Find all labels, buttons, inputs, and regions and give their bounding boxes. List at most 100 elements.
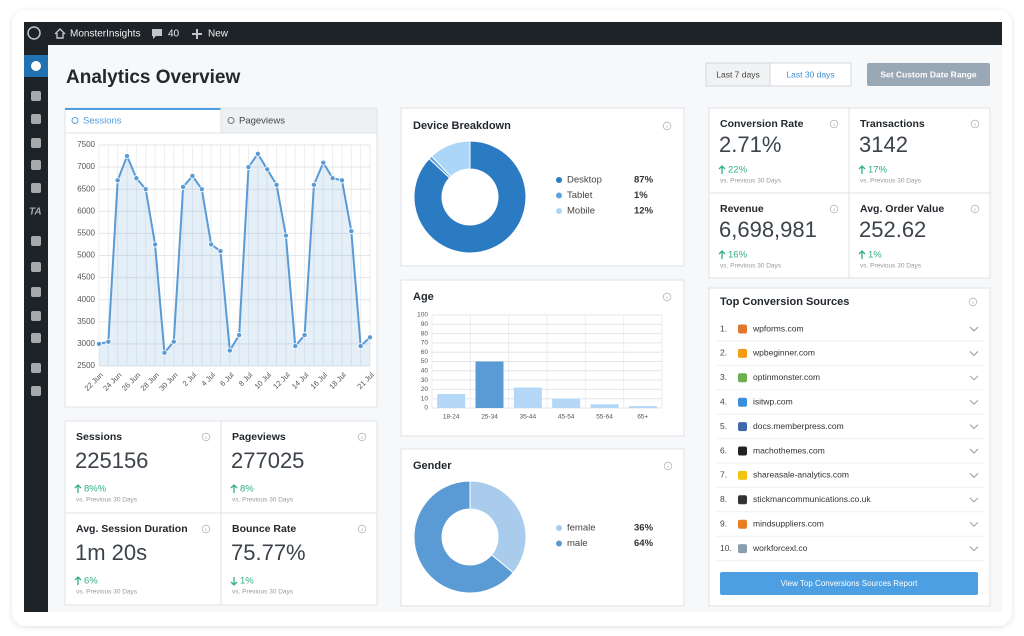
tab-label[interactable]: Pageviews <box>239 116 285 127</box>
row-rank: 10. <box>720 543 732 553</box>
menu-icon[interactable] <box>31 160 41 170</box>
tab-label[interactable]: Sessions <box>83 116 122 127</box>
menu-icon[interactable] <box>31 91 41 101</box>
menu-icon[interactable] <box>31 386 41 396</box>
row-rank: 7. <box>720 470 727 480</box>
menu-icon[interactable] <box>31 236 41 246</box>
menu-ta[interactable]: TA <box>29 207 42 218</box>
menu-icon[interactable] <box>31 287 41 297</box>
source-row[interactable]: 8. stickmancommunications.co.uk <box>716 494 984 513</box>
legend-swatch <box>556 540 562 547</box>
row-domain: stickmancommunications.co.uk <box>753 494 871 504</box>
info-icon <box>201 524 211 534</box>
menu-icon[interactable] <box>31 262 41 272</box>
row-domain: optinmonster.com <box>753 372 820 382</box>
y-tick-label: 60 <box>421 349 429 356</box>
kpi-note: vs. Previous 30 Days <box>232 589 294 596</box>
button-label[interactable]: View Top Conversions Sources Report <box>781 579 918 588</box>
point <box>152 241 159 248</box>
kpi-label: Avg. Order Value <box>860 203 944 215</box>
y-tick-label: 40 <box>421 368 429 375</box>
row-domain: wpforms.com <box>752 323 804 333</box>
row-rank: 8. <box>720 494 727 504</box>
kpi-value: 75.77% <box>231 540 306 565</box>
wp-logo[interactable] <box>27 26 41 40</box>
sources-report-button[interactable]: View Top Conversions Sources Report <box>720 572 978 595</box>
source-row[interactable]: 5. docs.memberpress.com <box>716 421 984 440</box>
button-label[interactable]: Last 7 days <box>716 69 759 79</box>
site-icon <box>738 373 747 383</box>
button-label[interactable]: Last 30 days <box>786 69 834 79</box>
chart-tab[interactable]: Sessions <box>64 107 222 134</box>
site-name[interactable]: MonsterInsights <box>70 29 141 40</box>
kpi-change: 17% <box>868 165 888 176</box>
kpi-label: Pageviews <box>232 431 286 443</box>
info-icon <box>829 119 839 129</box>
button-label[interactable]: Set Custom Date Range <box>880 69 977 79</box>
legend-label: Mobile <box>567 206 595 217</box>
y-tick-label: 3500 <box>77 317 95 326</box>
kpi-change: 22% <box>728 165 748 176</box>
kpi-note: vs. Previous 30 Days <box>860 263 922 270</box>
source-row[interactable]: 1. wpforms.com <box>716 323 984 342</box>
site-icon <box>738 544 747 554</box>
point <box>96 340 103 347</box>
point <box>170 338 177 345</box>
kpi-note: vs. Previous 30 Days <box>720 178 782 185</box>
menu-icon[interactable] <box>31 138 41 148</box>
y-tick-label: 3000 <box>77 339 95 348</box>
admin-bar <box>24 22 1002 45</box>
y-tick-label: 7500 <box>77 140 95 149</box>
point <box>254 150 261 157</box>
custom-range-button[interactable]: Set Custom Date Range <box>867 63 990 86</box>
source-row[interactable]: 2. wpbeginner.com <box>716 348 984 366</box>
legend-label: Tablet <box>567 190 593 201</box>
range-button[interactable]: Last 30 days <box>769 62 852 87</box>
info-icon <box>970 119 980 129</box>
source-row[interactable]: 9. mindsuppliers.com <box>716 518 984 537</box>
source-row[interactable]: 6. machothemes.com <box>716 445 984 464</box>
y-tick-label: 4000 <box>77 295 95 304</box>
source-row[interactable]: 3. optinmonster.com <box>716 372 984 391</box>
y-tick-label: 50 <box>421 358 429 365</box>
menu-icon[interactable] <box>31 61 41 71</box>
y-tick-label: 30 <box>421 377 429 384</box>
tab-icon <box>227 117 235 124</box>
kpi-note: vs. Previous 30 Days <box>76 497 138 504</box>
info-icon <box>663 461 673 471</box>
legend-swatch <box>556 177 562 183</box>
point <box>217 248 224 255</box>
card-title: Age <box>413 291 434 303</box>
kpi-value: 277025 <box>231 448 304 473</box>
menu-icon[interactable] <box>31 333 41 343</box>
source-row[interactable]: 4. isitwp.com <box>716 396 984 415</box>
trend-arrow <box>858 165 866 174</box>
comments-count[interactable]: 40 <box>168 29 180 40</box>
source-row[interactable]: 7. shareasale-analytics.com <box>716 470 984 488</box>
range-button[interactable]: Last 7 days <box>705 62 771 87</box>
info-icon <box>662 121 672 131</box>
legend-swatch <box>556 192 562 199</box>
row-domain: workforcexl.co <box>752 543 808 553</box>
button-bg <box>867 63 990 86</box>
menu-icon[interactable] <box>31 183 41 193</box>
info-icon <box>201 432 211 442</box>
menu-icon[interactable] <box>31 114 41 124</box>
kpi-change: 8%% <box>84 484 107 495</box>
info-icon <box>662 292 672 302</box>
source-row[interactable]: 10. workforcexl.co <box>716 543 984 562</box>
info-icon <box>970 204 980 214</box>
menu-icon[interactable] <box>31 363 41 373</box>
row-domain: wpbeginner.com <box>752 348 815 358</box>
x-tick-label: 55-64 <box>596 414 613 421</box>
point <box>310 181 317 188</box>
card-title: Device Breakdown <box>413 120 511 132</box>
chart-tab[interactable]: Pageviews <box>220 107 378 134</box>
bar <box>552 398 581 408</box>
menu-icon[interactable] <box>31 311 41 321</box>
y-tick-label: 20 <box>421 386 429 393</box>
chevron <box>969 326 979 332</box>
row-rank: 5. <box>720 421 727 431</box>
new-link[interactable]: New <box>208 29 229 40</box>
trend-arrow <box>230 577 238 586</box>
